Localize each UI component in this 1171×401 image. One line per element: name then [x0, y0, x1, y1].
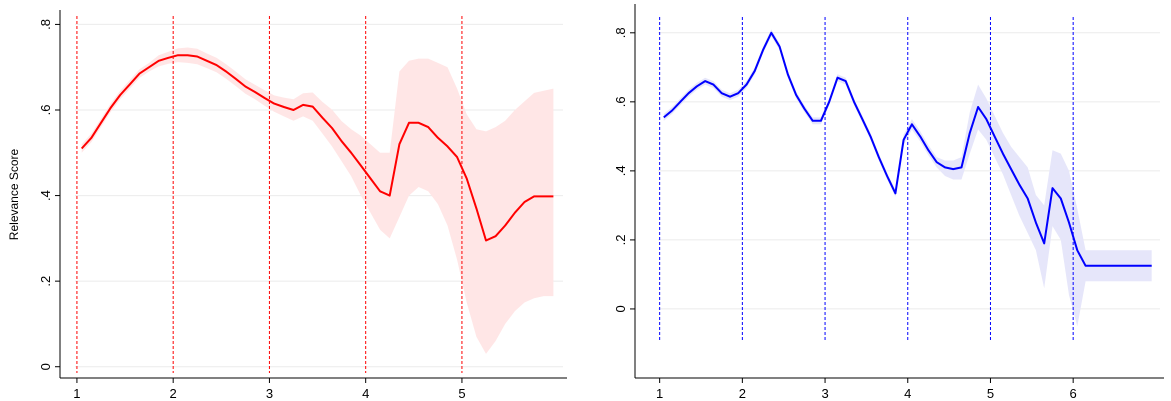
y-tick-label: .8 — [38, 19, 53, 30]
y-tick-label: 0 — [38, 363, 53, 370]
y-axis-label: Relevance Score — [7, 148, 21, 240]
series-line — [663, 31, 1152, 267]
x-tick-label: 2 — [739, 386, 746, 401]
y-tick-label: 0 — [613, 305, 628, 312]
x-tick-label: 5 — [987, 386, 994, 401]
confidence-band-area — [81, 47, 554, 354]
confidence-band — [81, 47, 554, 354]
y-tick-label: .4 — [38, 190, 53, 201]
y-tick-label: .6 — [613, 96, 628, 107]
chart-left: 0 .2 .4 .6 .8 1 2 3 4 5 Relevance Score — [7, 10, 567, 401]
x-tick-label: 1 — [73, 386, 80, 401]
confidence-band-area — [663, 29, 1152, 327]
vertical-reference-lines — [76, 16, 463, 373]
chart-right: 0 .2 .4 .6 .8 1 2 3 4 5 6 — [613, 4, 1164, 401]
y-tick-labels: 0 .2 .4 .6 .8 — [38, 19, 53, 370]
confidence-band — [663, 29, 1152, 327]
y-tick-label: .2 — [38, 276, 53, 287]
y-tick-label: .6 — [38, 105, 53, 116]
axes — [55, 10, 567, 383]
x-tick-label: 1 — [656, 386, 663, 401]
vertical-reference-lines — [659, 17, 1074, 342]
x-tick-label: 5 — [458, 386, 465, 401]
y-tick-labels: 0 .2 .4 .6 .8 — [613, 27, 628, 312]
x-tick-label: 3 — [266, 386, 273, 401]
x-tick-labels: 1 2 3 4 5 — [73, 386, 465, 401]
data-line — [80, 54, 554, 242]
x-tick-labels: 1 2 3 4 5 6 — [656, 386, 1077, 401]
x-tick-label: 2 — [170, 386, 177, 401]
series-line — [80, 54, 554, 242]
y-tick-label: .4 — [613, 165, 628, 176]
x-tick-label: 6 — [1070, 386, 1077, 401]
y-tick-label: .2 — [613, 234, 628, 245]
y-tick-label: .8 — [613, 27, 628, 38]
x-tick-label: 4 — [362, 386, 369, 401]
data-line — [663, 31, 1152, 267]
x-tick-label: 3 — [821, 386, 828, 401]
axes — [630, 4, 1164, 383]
x-tick-label: 4 — [904, 386, 911, 401]
